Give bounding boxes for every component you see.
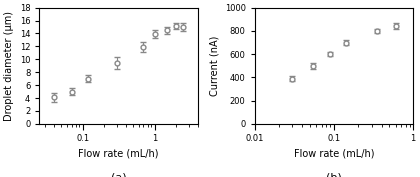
Y-axis label: Droplet diameter (μm): Droplet diameter (μm) (4, 11, 14, 121)
Y-axis label: Current (nA): Current (nA) (209, 36, 219, 96)
X-axis label: Flow rate (mL/h): Flow rate (mL/h) (294, 149, 374, 159)
Text: (b): (b) (326, 173, 342, 177)
X-axis label: Flow rate (mL/h): Flow rate (mL/h) (79, 149, 159, 159)
Text: (a): (a) (111, 173, 126, 177)
